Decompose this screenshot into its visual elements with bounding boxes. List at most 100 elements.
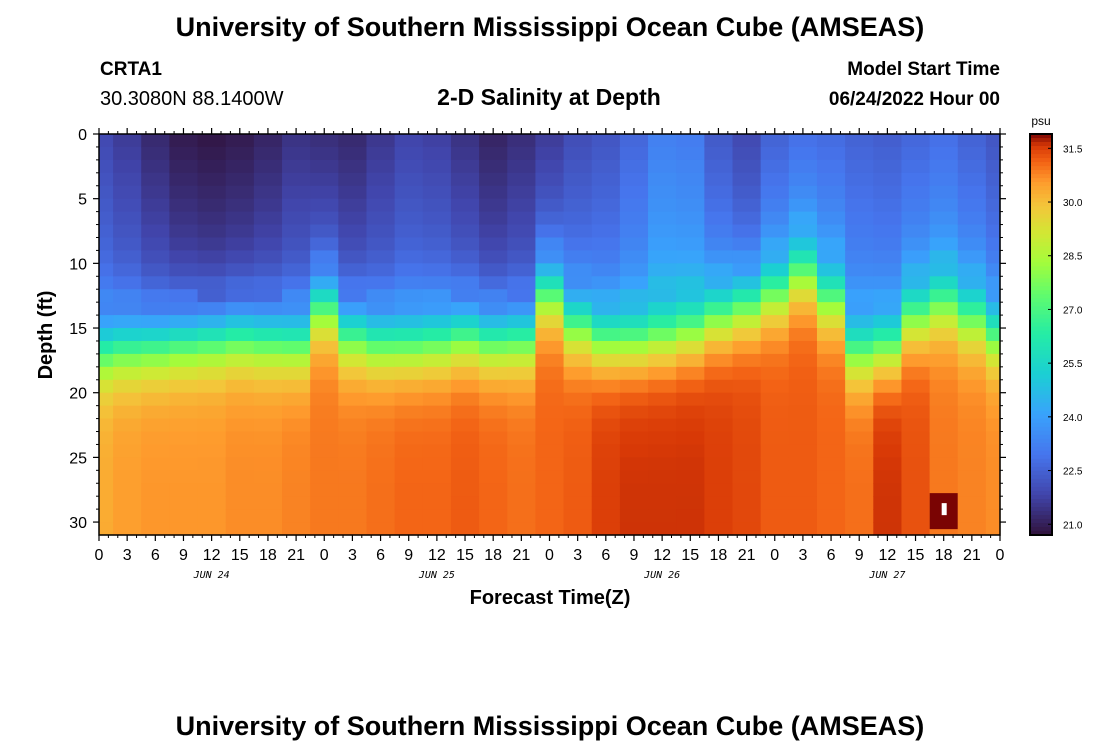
heatmap-cell <box>788 483 818 497</box>
heatmap-cell <box>760 483 790 497</box>
heatmap-cell <box>732 444 762 458</box>
heatmap-cell <box>338 185 368 200</box>
heatmap-cell <box>816 134 846 148</box>
heatmap-cell <box>845 250 874 264</box>
heatmap-cell <box>366 263 396 277</box>
heatmap-cell <box>366 509 396 523</box>
heatmap-cell <box>901 418 931 433</box>
heatmap-cell <box>985 522 1001 536</box>
x-tick-label: 15 <box>231 547 249 564</box>
heatmap-cell <box>788 392 818 407</box>
heatmap-cell <box>253 509 283 523</box>
heatmap-cell <box>450 159 480 174</box>
heatmap-cell <box>619 224 649 239</box>
heatmap-cell <box>282 224 311 239</box>
heatmap-cell <box>113 250 142 264</box>
model-start-label: Model Start Time <box>847 59 1000 80</box>
heatmap-cell <box>563 134 593 148</box>
heatmap-cell <box>253 418 283 433</box>
heatmap-cell <box>141 159 170 174</box>
heatmap-cell <box>366 198 396 213</box>
heatmap-cell <box>929 470 959 484</box>
colorbar-segment <box>1030 226 1052 231</box>
heatmap-cell <box>760 353 790 368</box>
heatmap-cell <box>338 276 368 290</box>
heatmap-cell <box>732 185 762 200</box>
heatmap-cell <box>394 146 424 161</box>
heatmap-cell <box>366 483 396 497</box>
colorbar-segment <box>1030 482 1052 488</box>
heatmap-cell <box>422 302 452 316</box>
heatmap-cell <box>99 146 114 161</box>
heatmap-cell <box>591 483 621 497</box>
heatmap-cell <box>563 353 593 368</box>
heatmap-cell <box>788 509 818 523</box>
heatmap-cell <box>619 315 649 329</box>
heatmap-cell <box>422 159 452 174</box>
heatmap-cell <box>113 172 142 187</box>
heatmap-cell <box>169 431 199 446</box>
heatmap-cell <box>816 522 846 536</box>
heatmap-cell <box>788 237 818 252</box>
heatmap-cell <box>957 522 987 536</box>
heatmap-cell <box>591 211 621 226</box>
heatmap-cell <box>648 418 677 433</box>
heatmap-cell <box>563 444 593 458</box>
heatmap-cell <box>338 431 368 446</box>
heatmap-cell <box>99 302 114 316</box>
colorbar-segment <box>1030 438 1052 444</box>
heatmap-cell <box>338 250 368 264</box>
heatmap-cell <box>394 418 424 433</box>
heatmap-cell <box>591 353 621 368</box>
heatmap-cell <box>338 405 368 420</box>
heatmap-cell <box>450 276 480 290</box>
colorbar-segment <box>1030 270 1052 275</box>
heatmap-cell <box>282 522 311 536</box>
x-tick-label: 21 <box>963 547 981 564</box>
heatmap-cell <box>845 328 874 342</box>
heatmap-cell <box>310 237 339 252</box>
heatmap-cell <box>253 457 283 471</box>
heatmap-cell <box>957 263 987 277</box>
heatmap-cell <box>394 470 424 484</box>
colorbar-segment <box>1030 394 1052 400</box>
x-tick-label: 18 <box>710 547 728 564</box>
heatmap-cell <box>282 418 311 433</box>
heatmap-cell <box>225 315 255 329</box>
colorbar-segment <box>1030 378 1052 384</box>
colorbar-segment <box>1030 326 1052 332</box>
heatmap-cell <box>873 444 903 458</box>
heatmap-cell <box>676 172 705 187</box>
heatmap-cell <box>563 250 593 264</box>
heatmap-cell <box>99 405 114 420</box>
heatmap-cell <box>169 366 199 381</box>
heatmap-cell <box>648 483 677 497</box>
x-tick-label: 3 <box>348 547 357 564</box>
heatmap-cell <box>422 470 452 484</box>
heatmap-cell <box>873 159 903 174</box>
heatmap-cell <box>648 431 677 446</box>
heatmap-cell <box>169 315 199 329</box>
heatmap-cell <box>676 405 705 420</box>
heatmap-cell <box>253 379 283 394</box>
heatmap-cell <box>225 250 255 264</box>
heatmap-cell <box>619 457 649 471</box>
heatmap-cell <box>422 328 452 342</box>
heatmap-cell <box>957 302 987 316</box>
colorbar-segment <box>1030 406 1052 412</box>
heatmap-cell <box>845 224 874 239</box>
colorbar-segment <box>1030 222 1052 227</box>
heatmap-cell <box>366 276 396 290</box>
heatmap-cell <box>282 470 311 484</box>
heatmap-cell <box>479 315 508 329</box>
heatmap-cell <box>394 237 424 252</box>
heatmap-cell <box>957 237 987 252</box>
heatmap-cell <box>479 263 508 277</box>
heatmap-cell <box>141 211 170 226</box>
heatmap-cell <box>732 211 762 226</box>
heatmap-cell <box>141 340 170 355</box>
heatmap-cell <box>422 444 452 458</box>
heatmap-cell <box>929 134 959 148</box>
heatmap-cell <box>788 366 818 381</box>
colorbar-segment <box>1030 298 1052 304</box>
